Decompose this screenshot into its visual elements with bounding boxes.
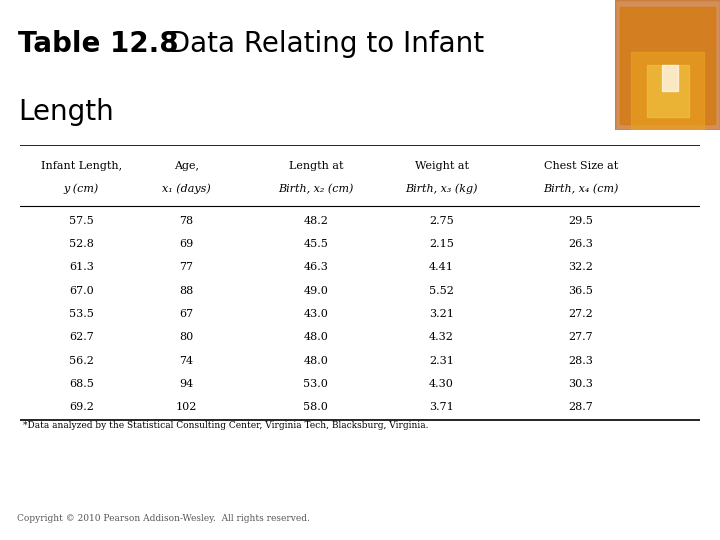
Text: 48.0: 48.0 bbox=[303, 355, 328, 366]
Text: 52.8: 52.8 bbox=[69, 239, 94, 249]
Text: 5.52: 5.52 bbox=[429, 286, 454, 295]
Text: Data Relating to Infant: Data Relating to Infant bbox=[151, 30, 485, 58]
Text: 3.21: 3.21 bbox=[429, 309, 454, 319]
Text: 58.0: 58.0 bbox=[303, 402, 328, 412]
Text: 28.7: 28.7 bbox=[569, 402, 593, 412]
Text: 27.7: 27.7 bbox=[569, 332, 593, 342]
Text: x₁ (days): x₁ (days) bbox=[162, 184, 211, 194]
Text: 78: 78 bbox=[179, 215, 194, 226]
Bar bbox=[647, 65, 688, 117]
Text: Copyright © 2010 Pearson Addison-Wesley.  All rights reserved.: Copyright © 2010 Pearson Addison-Wesley.… bbox=[17, 514, 310, 523]
Text: 46.3: 46.3 bbox=[303, 262, 328, 272]
Text: 48.0: 48.0 bbox=[303, 332, 328, 342]
Text: Birth, x₄ (cm): Birth, x₄ (cm) bbox=[544, 184, 618, 194]
Text: 26.3: 26.3 bbox=[569, 239, 593, 249]
Text: *Data analyzed by the Statistical Consulting Center, Virginia Tech, Blacksburg, : *Data analyzed by the Statistical Consul… bbox=[23, 421, 429, 430]
Text: 3.71: 3.71 bbox=[429, 402, 454, 412]
Text: 48.2: 48.2 bbox=[303, 215, 328, 226]
Text: Weight at: Weight at bbox=[415, 161, 469, 171]
Text: 67: 67 bbox=[179, 309, 194, 319]
Text: 61.3: 61.3 bbox=[69, 262, 94, 272]
Text: Birth, x₃ (kg): Birth, x₃ (kg) bbox=[405, 184, 478, 194]
Text: 74: 74 bbox=[179, 355, 194, 366]
Text: 88: 88 bbox=[179, 286, 194, 295]
Text: 32.2: 32.2 bbox=[569, 262, 593, 272]
Text: 68.5: 68.5 bbox=[69, 379, 94, 389]
Text: 4.41: 4.41 bbox=[429, 262, 454, 272]
Text: 29.5: 29.5 bbox=[569, 215, 593, 226]
Text: 2.15: 2.15 bbox=[429, 239, 454, 249]
Text: 69: 69 bbox=[179, 239, 194, 249]
Text: 2.75: 2.75 bbox=[429, 215, 454, 226]
Text: 57.5: 57.5 bbox=[69, 215, 94, 226]
Text: Infant Length,: Infant Length, bbox=[40, 161, 122, 171]
Text: 49.0: 49.0 bbox=[303, 286, 328, 295]
Text: Length: Length bbox=[18, 98, 114, 126]
Text: 53.0: 53.0 bbox=[303, 379, 328, 389]
Text: 30.3: 30.3 bbox=[569, 379, 593, 389]
Text: 62.7: 62.7 bbox=[69, 332, 94, 342]
Text: 28.3: 28.3 bbox=[569, 355, 593, 366]
Bar bbox=[662, 65, 678, 91]
Text: 27.2: 27.2 bbox=[569, 309, 593, 319]
Text: 69.2: 69.2 bbox=[69, 402, 94, 412]
Text: 56.2: 56.2 bbox=[69, 355, 94, 366]
Text: 94: 94 bbox=[179, 379, 194, 389]
Text: y (cm): y (cm) bbox=[63, 184, 99, 194]
Text: 102: 102 bbox=[176, 402, 197, 412]
Text: 67.0: 67.0 bbox=[69, 286, 94, 295]
Text: 77: 77 bbox=[179, 262, 194, 272]
Text: 45.5: 45.5 bbox=[303, 239, 328, 249]
Text: 36.5: 36.5 bbox=[569, 286, 593, 295]
Text: 43.0: 43.0 bbox=[303, 309, 328, 319]
Text: Birth, x₂ (cm): Birth, x₂ (cm) bbox=[278, 184, 354, 194]
Text: Length at: Length at bbox=[289, 161, 343, 171]
Text: 53.5: 53.5 bbox=[69, 309, 94, 319]
Text: Table 12.8: Table 12.8 bbox=[18, 30, 179, 58]
Text: Age,: Age, bbox=[174, 161, 199, 171]
Text: 2.31: 2.31 bbox=[429, 355, 454, 366]
Text: Chest Size at: Chest Size at bbox=[544, 161, 618, 171]
Text: 80: 80 bbox=[179, 332, 194, 342]
Text: 4.32: 4.32 bbox=[429, 332, 454, 342]
Text: 23: 23 bbox=[652, 505, 683, 525]
Bar bbox=[631, 52, 704, 130]
Text: 4.30: 4.30 bbox=[429, 379, 454, 389]
